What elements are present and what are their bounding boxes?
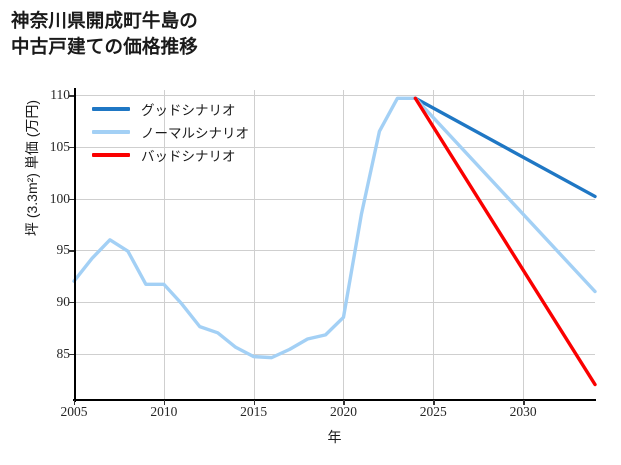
y-tick-label: 95 [56,242,71,258]
gridline-y [74,198,595,200]
page-title: 神奈川県開成町牛島の 中古戸建ての価格推移 [11,10,199,58]
x-tick-label: 2025 [419,404,447,419]
gridline-x [523,90,525,400]
y-tick-label: 105 [49,138,70,154]
x-tick-label: 2015 [240,404,268,419]
x-tick-label: 2020 [329,404,357,419]
gridline-x [343,90,345,400]
gridline-x [433,90,435,400]
gridline-y [74,95,595,97]
y-tick-label: 110 [50,87,70,103]
y-axis-line [74,88,77,402]
x-tick-mark [343,400,345,405]
y-tick-label: 100 [49,190,70,206]
legend-color-swatch [92,129,130,134]
gridline-y [74,353,595,355]
x-axis-tick-labels: 2005 2010 2015 2020 2025 2030 [61,404,595,424]
x-tick-mark [433,400,435,405]
y-tick-label: 85 [56,345,71,361]
y-axis-title: 坪 (3.3m²) 単価 (万円) [24,99,40,237]
x-tick-mark [253,400,256,405]
legend-item-0[interactable]: グッドシナリオ [92,97,276,120]
gridline-y [74,146,595,148]
y-tick-mark [69,301,74,304]
legend-color-swatch [92,106,130,111]
plot-area [72,90,597,400]
y-tick-mark [69,250,74,252]
y-tick-label: 90 [56,293,71,309]
x-tick-label: 2030 [509,404,537,419]
legend-label: バッドシナリオ [141,148,236,164]
gridline-x [253,90,255,400]
gridline-y [74,301,595,303]
x-tick-label: 2010 [150,404,178,419]
x-tick-mark [523,400,525,405]
y-tick-mark [69,198,74,200]
y-tick-mark [69,146,74,149]
x-tick-mark [74,400,76,405]
gridline-x [163,90,165,400]
x-axis-line [73,399,596,402]
y-axis-tick-labels: 85 90 95 100 105 110 [22,87,71,400]
series-lines [72,96,597,387]
chart-legend: グッドシナリオ ノーマルシナリオ バッドシナリオ [86,92,282,172]
x-axis-title: 年 [327,429,342,445]
legend-item-2[interactable]: バッドシナリオ [92,143,276,166]
legend-color-swatch [92,152,130,157]
series-line [72,96,418,360]
legend-label: ノーマルシナリオ [141,125,249,141]
x-tick-label: 2005 [60,404,88,419]
series-line [413,96,597,387]
legend-item-1[interactable]: ノーマルシナリオ [92,120,276,143]
legend-label: グッドシナリオ [141,102,236,118]
series-line [413,96,597,294]
gridline-y [74,250,595,252]
x-tick-mark [163,400,166,405]
series-line [413,96,597,199]
y-tick-mark [69,353,74,355]
y-tick-mark [69,95,74,97]
